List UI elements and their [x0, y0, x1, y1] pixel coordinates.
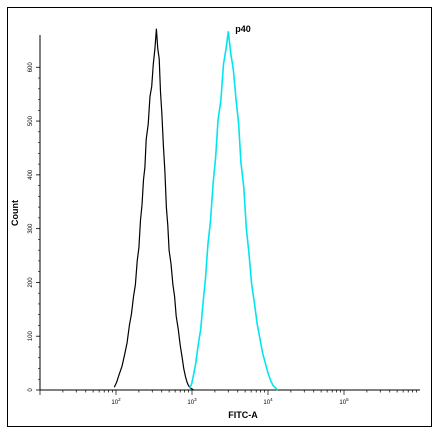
chart-title: p40	[235, 24, 251, 34]
series-line-2	[188, 31, 279, 391]
tick-marks: 0 100 200 300 400 500 600 102 103 104 105	[28, 62, 417, 406]
y-tick-label: 500	[28, 115, 34, 126]
y-tick-label: 400	[28, 169, 34, 180]
x-tick-label: 104	[263, 397, 273, 406]
y-axis-label: Count	[10, 200, 20, 226]
y-tick-label: 100	[28, 331, 34, 342]
x-tick-label: 105	[339, 397, 349, 406]
y-tick-label: 600	[28, 62, 34, 73]
y-tick-label: 300	[28, 223, 34, 234]
x-tick-label: 103	[187, 397, 197, 406]
y-tick-label: 200	[28, 277, 34, 288]
series-line-1	[113, 28, 194, 391]
axes	[39, 35, 420, 391]
x-tick-label: 102	[111, 397, 121, 406]
x-axis-label: FITC-A	[228, 410, 258, 420]
y-tick-label: 0	[28, 388, 34, 392]
plot-frame	[7, 7, 432, 427]
series-layer	[113, 28, 279, 391]
